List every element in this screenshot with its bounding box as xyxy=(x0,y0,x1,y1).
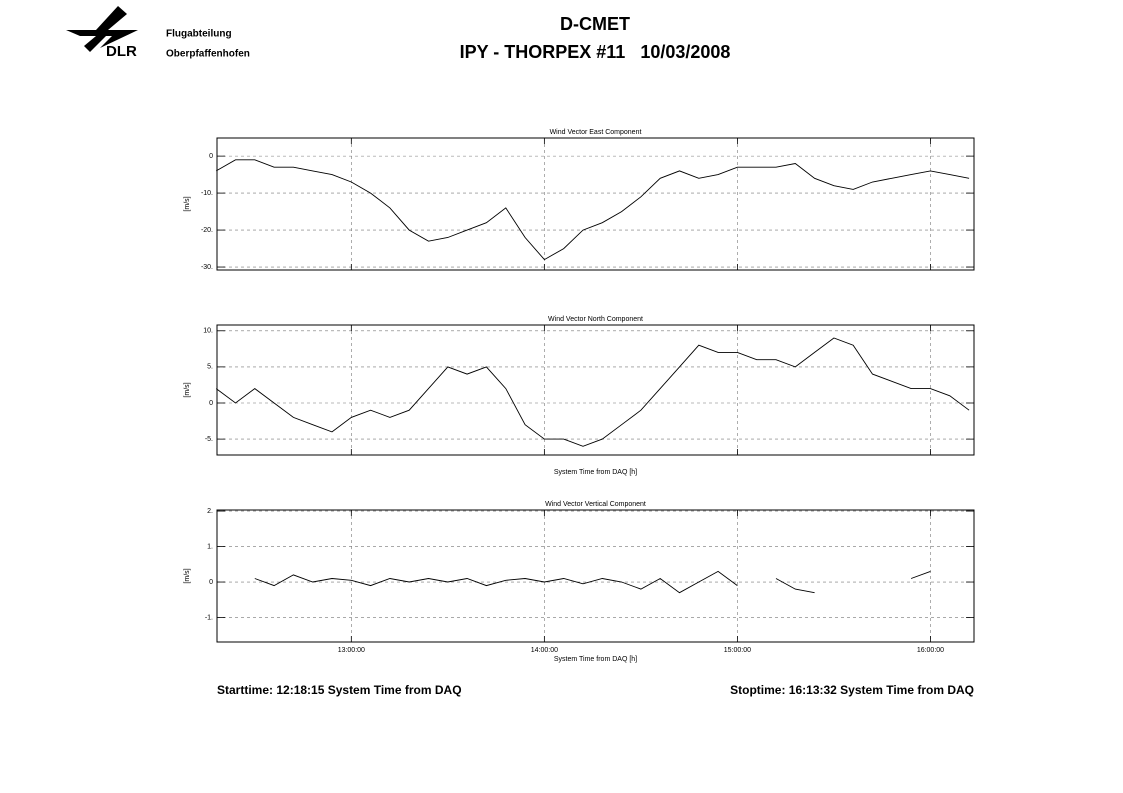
y-tick-label: -5. xyxy=(205,436,213,443)
y-tick-label: 5. xyxy=(207,364,213,371)
y-tick-label: -30. xyxy=(201,264,213,271)
x-axis-label: System Time from DAQ [h] xyxy=(554,469,637,476)
y-axis-label: [m/s] xyxy=(184,568,191,583)
y-tick-label: 0 xyxy=(209,579,213,586)
y-axis-label: [m/s] xyxy=(184,196,191,211)
subtitle: IPY - THORPEX #11 10/03/2008 xyxy=(460,42,731,62)
data-line xyxy=(215,159,970,261)
department: Flugabteilung xyxy=(166,29,232,40)
x-tick-label: 16:00:00 xyxy=(917,647,944,654)
chart-title: Wind Vector North Component xyxy=(548,316,643,323)
logo xyxy=(66,6,138,52)
plot-frame xyxy=(216,509,975,643)
chart-title: Wind Vector Vertical Component xyxy=(545,501,646,508)
y-tick-label: 10. xyxy=(203,328,213,335)
x-tick-label: 14:00:00 xyxy=(531,647,558,654)
y-axis-label: [m/s] xyxy=(184,382,191,397)
data-line xyxy=(215,337,970,447)
plot-frame xyxy=(216,137,975,271)
y-tick-label: -10. xyxy=(201,190,213,197)
location: Oberpfaffenhofen xyxy=(166,49,250,60)
plot-frame xyxy=(216,324,975,456)
x-axis-label: System Time from DAQ [h] xyxy=(554,656,637,663)
start-time: Starttime: 12:18:15 System Time from DAQ xyxy=(217,683,462,697)
stop-time: Stoptime: 16:13:32 System Time from DAQ xyxy=(730,683,974,697)
y-tick-label: 1. xyxy=(207,543,213,550)
y-tick-label: -20. xyxy=(201,227,213,234)
logo-text: DLR xyxy=(106,43,137,60)
x-tick-label: 13:00:00 xyxy=(338,647,365,654)
y-tick-label: 0 xyxy=(209,400,213,407)
chart-title: Wind Vector East Component xyxy=(550,129,642,136)
x-tick-label: 15:00:00 xyxy=(724,647,751,654)
y-tick-label: -1. xyxy=(205,614,213,621)
y-tick-label: 2. xyxy=(207,508,213,515)
y-tick-label: 0 xyxy=(209,153,213,160)
title: D-CMET xyxy=(560,14,630,34)
